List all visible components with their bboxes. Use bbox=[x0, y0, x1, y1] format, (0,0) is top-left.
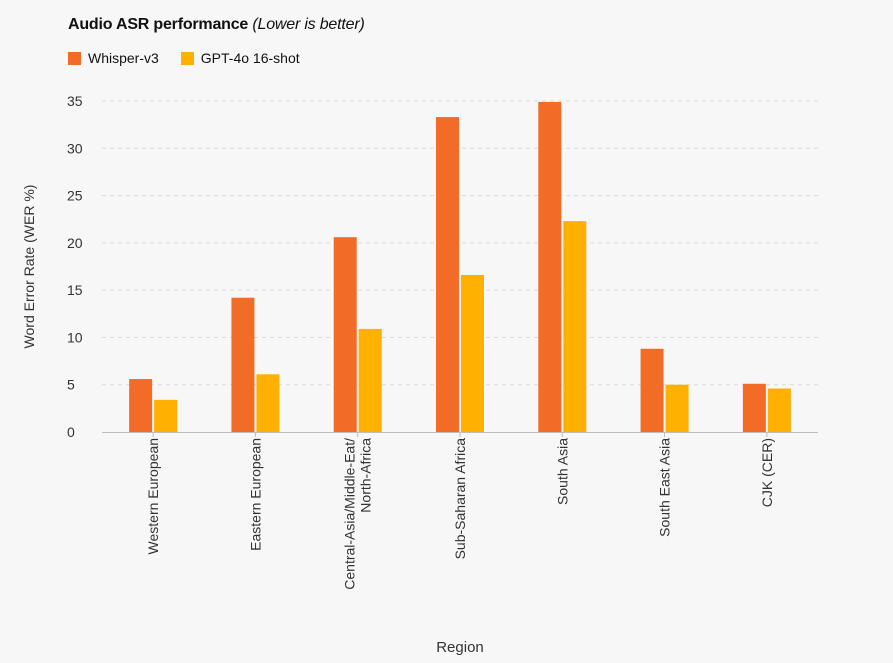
y-tick-label: 5 bbox=[67, 377, 75, 393]
x-tick-label: South Asia bbox=[554, 438, 570, 505]
legend-item-whisper: Whisper-v3 bbox=[68, 50, 159, 66]
bar-gpt4o bbox=[767, 388, 791, 432]
legend-label-whisper: Whisper-v3 bbox=[88, 50, 159, 66]
legend-swatch-gpt4o bbox=[180, 51, 194, 65]
x-tick-label-line: Western European bbox=[145, 438, 161, 554]
y-tick-label: 10 bbox=[67, 329, 83, 345]
x-tick-label: Western European bbox=[145, 438, 161, 554]
bar-gpt4o bbox=[665, 384, 689, 432]
x-tick-label: CJK (CER) bbox=[759, 438, 775, 507]
x-tick-label-line: Central-Asia/Middle-Eat/ bbox=[342, 438, 358, 590]
chart-subtitle: (Lower is better) bbox=[252, 16, 365, 33]
y-tick-label: 15 bbox=[67, 282, 83, 298]
bar-whisper bbox=[129, 379, 153, 432]
bar-gpt4o bbox=[358, 328, 382, 432]
bar-whisper bbox=[742, 383, 766, 432]
legend: Whisper-v3 GPT-4o 16-shot bbox=[68, 50, 322, 66]
bar-whisper bbox=[538, 101, 562, 433]
bar-whisper bbox=[436, 117, 459, 432]
y-tick-label: 20 bbox=[67, 235, 83, 251]
y-tick-label: 0 bbox=[67, 424, 75, 440]
bar-whisper bbox=[231, 297, 255, 432]
y-tick-label: 25 bbox=[67, 188, 83, 204]
x-tick-label-line: North-Africa bbox=[358, 438, 374, 513]
chart-title-main: Audio ASR performance bbox=[68, 16, 249, 33]
x-tick-label: Central-Asia/Middle-Eat/North-Africa bbox=[342, 438, 374, 590]
bar-whisper bbox=[333, 237, 357, 432]
y-tick-label: 30 bbox=[67, 140, 83, 156]
x-axis-label: Region bbox=[436, 639, 484, 656]
legend-item-gpt4o: GPT-4o 16-shot bbox=[180, 50, 300, 66]
x-tick-label-line: South East Asia bbox=[657, 438, 673, 537]
legend-swatch-whisper bbox=[68, 51, 81, 65]
y-axis-label: Word Error Rate (WER %) bbox=[21, 185, 37, 349]
bar-gpt4o bbox=[256, 374, 280, 432]
legend-label-gpt4o: GPT-4o 16-shot bbox=[200, 50, 300, 66]
bar-gpt4o bbox=[461, 275, 484, 432]
x-tick-label-line: Sub-Saharan Africa bbox=[452, 438, 468, 560]
x-tick-label-line: CJK (CER) bbox=[759, 438, 775, 507]
bar-gpt4o bbox=[563, 221, 587, 432]
x-tick-label-line: Eastern European bbox=[247, 438, 263, 551]
y-tick-label: 35 bbox=[67, 93, 83, 109]
bar-whisper bbox=[640, 348, 664, 432]
x-tick-label: South East Asia bbox=[657, 438, 673, 537]
x-tick-label-line: South Asia bbox=[554, 438, 570, 505]
x-tick-label: Sub-Saharan Africa bbox=[452, 438, 468, 560]
chart-title: Audio ASR performance (Lower is better) bbox=[68, 16, 365, 34]
bar-gpt4o bbox=[154, 399, 178, 432]
x-tick-label: Eastern European bbox=[247, 438, 263, 551]
